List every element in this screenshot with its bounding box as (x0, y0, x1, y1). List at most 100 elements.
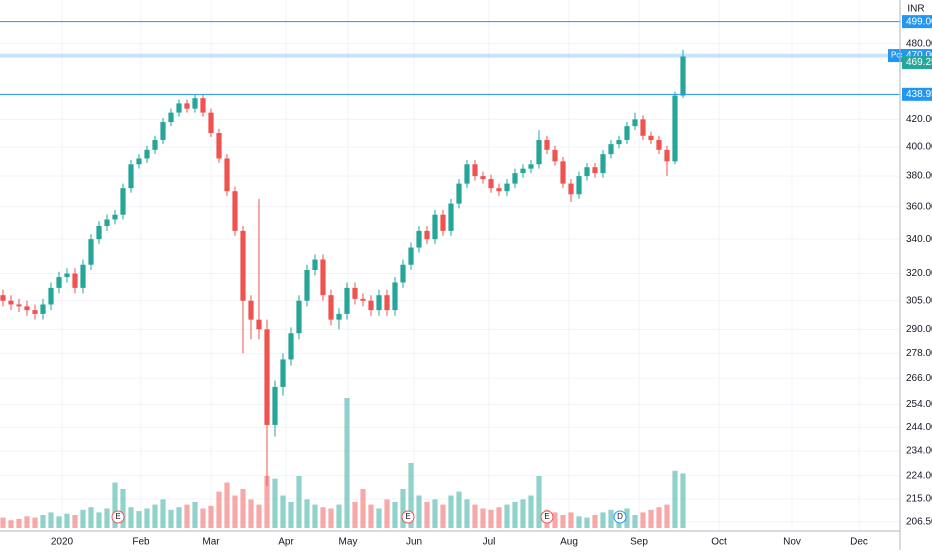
x-tick-label: Mar (202, 537, 220, 548)
x-tick-label: Oct (711, 537, 727, 548)
volume-bar (656, 507, 662, 528)
volume-bar (592, 515, 598, 528)
candle-body (416, 230, 422, 248)
candle-body (472, 164, 478, 177)
volume-bar (424, 502, 430, 528)
candle-body (504, 183, 510, 192)
volume-bar (408, 463, 414, 528)
level-label: 499.00 (906, 16, 932, 27)
candle-body (584, 167, 590, 177)
x-tick-label: Dec (850, 537, 868, 548)
candle-body (272, 386, 278, 425)
volume-bar (16, 518, 22, 528)
volume-bar (248, 499, 254, 528)
volume-bar (56, 516, 62, 528)
candle-body (560, 161, 566, 184)
candle-body (632, 119, 638, 127)
candle-body (528, 164, 534, 169)
candle-body (424, 230, 430, 240)
volume-bar (392, 502, 398, 528)
candle-body (464, 164, 470, 184)
volume-bar (336, 504, 342, 528)
candle-body (664, 149, 670, 162)
currency: INR (907, 4, 924, 15)
volume-bar (272, 478, 278, 528)
volume-bar (608, 509, 614, 528)
volume-bar (264, 476, 270, 528)
candle-body (568, 183, 574, 195)
volume-bar (184, 504, 190, 528)
candle-body (400, 264, 406, 283)
level-label: 438.95 (906, 89, 932, 100)
candle-body (24, 306, 30, 311)
volume-bar (584, 517, 590, 528)
candle-body (648, 135, 654, 140)
candle-body (624, 126, 630, 140)
candle-body (48, 287, 54, 305)
y-tick-label: 360.00 (906, 201, 932, 212)
volume-bar (344, 398, 350, 528)
volume-bar (672, 470, 678, 528)
x-tick-label: Sep (630, 537, 648, 548)
candle-body (40, 304, 46, 314)
y-tick-label: 480.00 (906, 38, 932, 49)
y-tick-label: 340.00 (906, 234, 932, 245)
volume-bar (440, 504, 446, 528)
candle-body (184, 103, 190, 109)
volume-bar (664, 504, 670, 528)
post-label: 470.00 (906, 50, 932, 61)
candle-body (640, 119, 646, 136)
candle-body (280, 359, 286, 387)
candle-body (544, 139, 550, 150)
volume-bar (208, 505, 214, 528)
candle-body (288, 333, 294, 360)
volume-bar (168, 509, 174, 528)
y-tick-label: 400.00 (906, 142, 932, 153)
volume-bar (328, 508, 334, 528)
event-marker (540, 510, 554, 524)
candle-body (224, 158, 230, 192)
last-label: 469.25 (906, 57, 932, 68)
candle-body (680, 56, 686, 96)
volume-bar (600, 512, 606, 528)
volume-bar (352, 502, 358, 528)
candle-body (672, 95, 678, 162)
volume-bar (280, 495, 286, 528)
volume-bar (96, 512, 102, 528)
volume-bar (288, 502, 294, 528)
candle-body (144, 149, 150, 159)
volume-bar (472, 504, 478, 528)
candle-body (120, 188, 126, 215)
event-marker (401, 510, 415, 524)
volume-bar (304, 499, 310, 528)
y-tick-label: 215.00 (906, 494, 932, 505)
event-label: E (115, 512, 120, 521)
candle-body (488, 179, 494, 189)
x-tick-label: Jul (483, 537, 496, 548)
candle-body (480, 176, 486, 180)
candle-body (376, 295, 382, 311)
volume-bar (0, 517, 6, 528)
volume-bar (680, 473, 686, 528)
volume-bar (312, 504, 318, 528)
volume-bar (144, 508, 150, 528)
volume-bar (88, 507, 94, 528)
volume-bar (504, 504, 510, 528)
y-tick-label: 244.00 (906, 422, 932, 433)
volume-bar (64, 513, 70, 528)
y-tick-label: 266.00 (906, 373, 932, 384)
candle-body (16, 304, 22, 307)
volume-bar (160, 499, 166, 528)
volume-bar (632, 515, 638, 528)
candle-body (64, 273, 70, 278)
volume-bar (416, 495, 422, 528)
candle-body (496, 188, 502, 192)
volume-bar (232, 495, 238, 528)
volume-bar (320, 507, 326, 528)
level-badge (902, 15, 932, 29)
candle-body (192, 98, 198, 109)
candle-body (80, 264, 86, 288)
x-tick-label: Apr (278, 537, 294, 548)
